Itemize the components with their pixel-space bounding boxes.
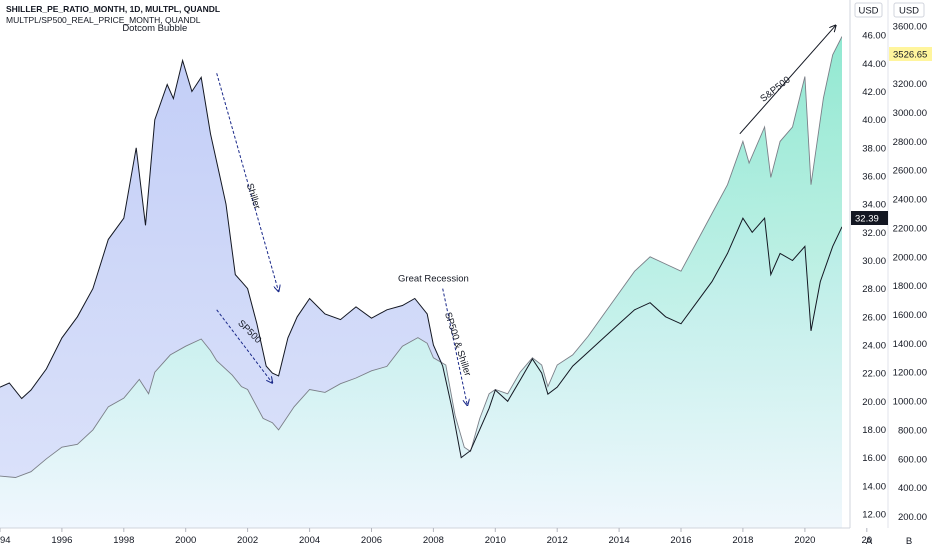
left-axis-tick: 32.00 xyxy=(862,228,886,239)
x-axis-tick-label: 2008 xyxy=(423,535,444,546)
left-axis-tick: 44.00 xyxy=(862,59,886,70)
right-axis-tick: 1000.00 xyxy=(893,397,927,408)
x-axis-tick-label: 2018 xyxy=(732,535,753,546)
x-axis-tick-label: 1998 xyxy=(113,535,134,546)
left-axis-tick: 22.00 xyxy=(862,369,886,380)
left-axis-tick: 14.00 xyxy=(862,481,886,492)
last-value-shiller: 32.39 xyxy=(855,214,879,225)
right-axis-tick: 3600.00 xyxy=(893,22,927,33)
x-axis-tick-label: 20 xyxy=(862,535,873,546)
x-axis-tick-label: 1994 xyxy=(0,535,11,546)
right-axis-tick: 1800.00 xyxy=(893,281,927,292)
pane-labels: A B xyxy=(866,536,912,547)
right-axis-tick: 400.00 xyxy=(898,483,927,494)
left-axis-tick: 16.00 xyxy=(862,453,886,464)
currency-label-right: USD xyxy=(899,6,919,17)
x-axis-tick-label: 2000 xyxy=(175,535,196,546)
annotation-arrow xyxy=(216,309,273,383)
left-axis-tick: 42.00 xyxy=(862,87,886,98)
pane-label-a[interactable]: A xyxy=(866,536,873,547)
sp500-area xyxy=(0,36,842,528)
left-axis-tick: 30.00 xyxy=(862,256,886,267)
plot-area xyxy=(0,36,842,528)
right-axis-tick: 800.00 xyxy=(898,425,927,436)
right-axis-tick: 2400.00 xyxy=(893,195,927,206)
x-axis-tick-label: 2004 xyxy=(299,535,320,546)
left-axis-tick: 38.00 xyxy=(862,143,886,154)
series-lines xyxy=(0,36,843,478)
currency-button-right[interactable]: USD xyxy=(893,2,925,18)
right-axis-tick: 3200.00 xyxy=(893,79,927,90)
left-axis-tick: 36.00 xyxy=(862,172,886,183)
right-axis-tick: 2200.00 xyxy=(893,223,927,234)
pane-label-b[interactable]: B xyxy=(906,536,912,547)
right-axis-tick: 2000.00 xyxy=(893,252,927,263)
left-axis-ticks: 12.00 14.00 16.00 18.00 20.00 22.00 24.00 26.00… xyxy=(862,31,886,521)
x-axis-ticks: 1994 1996 1998 2000 2002 2004 2006 2008 2010 2012… xyxy=(0,528,872,546)
annotation-arrow xyxy=(216,73,279,291)
last-value-badge-sp500: 3526.65 xyxy=(889,47,932,61)
currency-label-left: USD xyxy=(858,6,878,17)
right-axis-tick: 1600.00 xyxy=(893,310,927,321)
last-value-badge-shiller: 32.39 xyxy=(851,211,888,225)
legend-series-2: MULTPL/SP500_REAL_PRICE_MONTH, QUANDL xyxy=(6,15,201,25)
right-axis-tick: 2600.00 xyxy=(893,166,927,177)
right-axis-tick: 200.00 xyxy=(898,512,927,523)
annotation-arrow xyxy=(739,25,836,135)
x-axis-tick-label: 2016 xyxy=(670,535,691,546)
price-scales: 12.00 14.00 16.00 18.00 20.00 22.00 24.00 26.00… xyxy=(842,0,932,550)
legend-series-1: SHILLER_PE_RATIO_MONTH, 1D, MULTPL, QUAN… xyxy=(6,4,221,14)
right-axis-tick: 600.00 xyxy=(898,454,927,465)
shiller-line xyxy=(0,58,843,459)
annotation-label: Shiller xyxy=(244,182,263,211)
left-axis-tick: 46.00 xyxy=(862,31,886,42)
left-axis-tick: 28.00 xyxy=(862,284,886,295)
left-axis-tick: 26.00 xyxy=(862,312,886,323)
x-axis-tick-label: 2002 xyxy=(237,535,258,546)
annotation-label: S&P500 xyxy=(758,74,792,104)
x-axis-tick-label: 2014 xyxy=(609,535,630,546)
left-axis-tick: 40.00 xyxy=(862,115,886,126)
chart-legend: SHILLER_PE_RATIO_MONTH, 1D, MULTPL, QUAN… xyxy=(6,4,220,26)
right-axis-tick: 1200.00 xyxy=(893,368,927,379)
time-axis: 1994 1996 1998 2000 2002 2004 2006 2008 2010 2012… xyxy=(0,527,932,550)
last-value-sp500: 3526.65 xyxy=(893,50,927,61)
x-axis-tick-label: 2006 xyxy=(361,535,382,546)
right-axis-tick: 3000.00 xyxy=(893,108,927,119)
right-axis-tick: 2800.00 xyxy=(893,137,927,148)
x-axis-tick-label: 2012 xyxy=(547,535,568,546)
x-axis-tick-label: 2010 xyxy=(485,535,506,546)
x-axis-tick-label: 2020 xyxy=(794,535,815,546)
annotation-label: Dotcom Bubble xyxy=(122,23,187,34)
sp500-line xyxy=(0,36,843,478)
left-axis-tick: 24.00 xyxy=(862,341,886,352)
left-axis-tick: 34.00 xyxy=(862,200,886,211)
left-axis-tick: 18.00 xyxy=(862,425,886,436)
annotation-label: Great Recession xyxy=(398,274,469,285)
left-axis-tick: 12.00 xyxy=(862,509,886,520)
right-axis-tick: 1400.00 xyxy=(893,339,927,350)
x-axis-tick-label: 1996 xyxy=(51,535,72,546)
left-axis-tick: 20.00 xyxy=(862,397,886,408)
right-axis-ticks: 200.00 400.00 600.00 800.00 1000.00 1200.00 14… xyxy=(893,22,927,524)
currency-button-left[interactable]: USD xyxy=(854,2,883,18)
